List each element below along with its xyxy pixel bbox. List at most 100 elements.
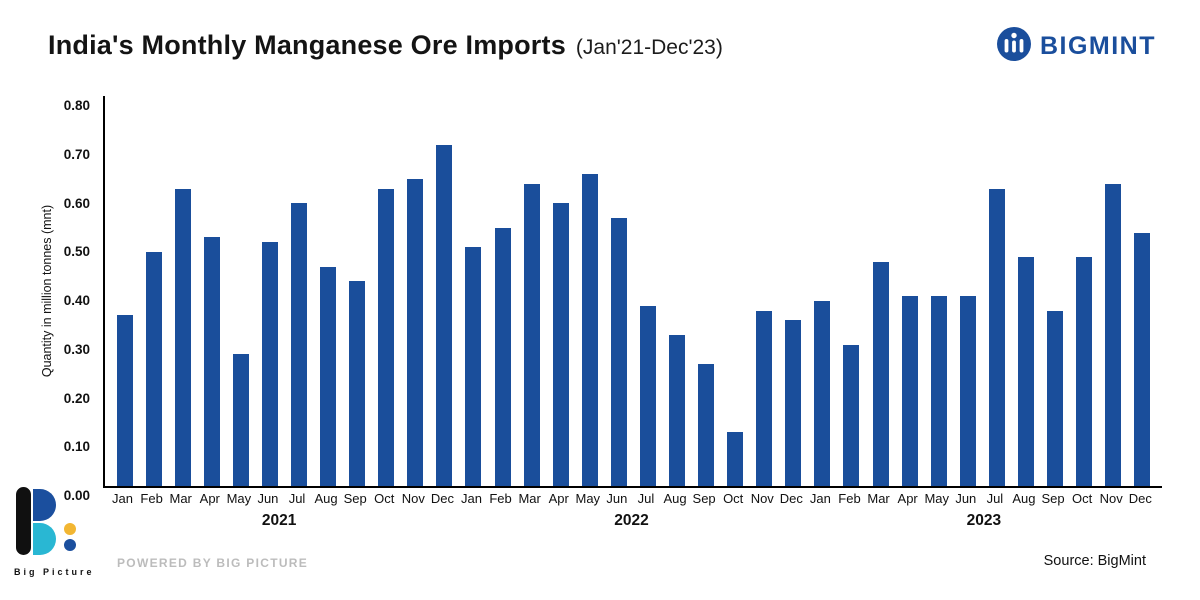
month-label: Nov — [401, 491, 425, 506]
bar-slot — [255, 96, 284, 486]
month-label: Feb — [838, 491, 861, 506]
month-label: Mar — [867, 491, 890, 506]
bar-slot — [953, 96, 982, 486]
bar-slot — [488, 96, 517, 486]
y-tick-label: 0.80 — [63, 98, 90, 113]
bar-slot — [546, 96, 575, 486]
bar — [1047, 310, 1064, 486]
bar — [203, 237, 220, 486]
month-label: Oct — [1072, 491, 1093, 506]
month-label: Sep — [1041, 491, 1065, 506]
month-label: Apr — [897, 491, 918, 506]
big-picture-icon — [14, 487, 80, 563]
month-label: Jun — [257, 491, 279, 506]
month-label: Sep — [692, 491, 716, 506]
bar — [552, 203, 569, 486]
bar — [639, 305, 656, 486]
big-picture-logo-text: Big Picture — [14, 567, 95, 577]
y-tick-label: 0.70 — [63, 146, 90, 162]
month-label: May — [226, 491, 252, 506]
powered-by-text: POWERED BY BIG PICTURE — [117, 556, 309, 570]
source-text: Source: BigMint — [1043, 553, 1146, 569]
chart-header: India's Monthly Manganese Ore Imports (J… — [48, 30, 723, 61]
bar-slot — [982, 96, 1011, 486]
bar — [814, 300, 831, 486]
y-tick-label: 0.60 — [63, 195, 90, 211]
y-tick-label: 0.20 — [63, 390, 90, 406]
bar — [785, 320, 802, 486]
big-picture-logo: Big Picture — [14, 487, 124, 577]
bar-slot — [459, 96, 488, 486]
bar — [1134, 232, 1151, 486]
bar-slot — [517, 96, 546, 486]
bar — [232, 354, 249, 486]
bar — [930, 295, 947, 486]
bar — [872, 261, 889, 486]
bar-slot — [197, 96, 226, 486]
bar-slot — [750, 96, 779, 486]
bar — [523, 183, 540, 486]
month-label: Mar — [169, 491, 192, 506]
bar — [320, 266, 337, 486]
bar-slot — [662, 96, 691, 486]
bar — [1105, 183, 1122, 486]
bar-slot — [284, 96, 313, 486]
bar-slot — [866, 96, 895, 486]
bar — [349, 281, 366, 486]
bar — [843, 344, 860, 486]
month-label: Mar — [518, 491, 541, 506]
bar-slot — [314, 96, 343, 486]
month-label: Jan — [809, 491, 831, 506]
bar-slot — [168, 96, 197, 486]
bar-slot — [1128, 96, 1157, 486]
month-label: Jul — [986, 491, 1004, 506]
bar — [901, 295, 918, 486]
bar-slot — [1070, 96, 1099, 486]
bar — [1017, 256, 1034, 486]
bar-slot — [924, 96, 953, 486]
month-label: Apr — [548, 491, 569, 506]
bar-slot — [139, 96, 168, 486]
bar-slot — [604, 96, 633, 486]
y-tick-label: 0.30 — [63, 341, 90, 357]
bar — [698, 364, 715, 486]
bar — [988, 188, 1005, 486]
bar-slot — [895, 96, 924, 486]
month-label: Jul — [288, 491, 306, 506]
month-label: Oct — [723, 491, 744, 506]
month-label: Aug — [663, 491, 687, 506]
chart-title: India's Monthly Manganese Ore Imports — [48, 30, 566, 60]
month-labels: Jan Feb Mar Apr May Jun Jul Aug Sep Oct Nov Dec Jan F… — [103, 491, 1160, 506]
month-label: Nov — [750, 491, 774, 506]
y-tick-label: 0.40 — [63, 293, 90, 308]
bar — [465, 247, 482, 486]
bar — [174, 188, 191, 486]
bar — [436, 144, 453, 486]
bar — [959, 295, 976, 486]
month-label: Feb — [489, 491, 512, 506]
bar-slot — [372, 96, 401, 486]
bar — [261, 242, 278, 486]
month-label: Jan — [112, 491, 134, 506]
month-label: Aug — [314, 491, 338, 506]
bar — [581, 174, 598, 486]
bar-slot — [343, 96, 372, 486]
bar — [756, 310, 773, 486]
brand-name: BIGMINT — [1039, 32, 1156, 60]
y-axis-ticks: 0.00 0.10 0.20 0.30 0.40 0.50 0.60 0.70 0.80 — [0, 96, 99, 503]
chart-subtitle: (Jan'21-Dec'23) — [575, 36, 723, 59]
y-tick-label: 0.10 — [63, 439, 90, 455]
bar-slot — [721, 96, 750, 486]
bar — [291, 203, 307, 486]
bar — [116, 315, 133, 486]
month-label: Aug — [1012, 491, 1036, 506]
bar-chart: Quantity in million tonnes (mnt) 0.00 0.1… — [0, 86, 1200, 546]
month-label: May — [924, 491, 949, 506]
year-label: 2021 — [261, 512, 297, 529]
month-label: Feb — [140, 491, 163, 506]
month-label: Dec — [430, 491, 454, 506]
month-label: Jul — [637, 491, 655, 506]
bar — [145, 252, 162, 486]
bar-slot — [808, 96, 837, 486]
